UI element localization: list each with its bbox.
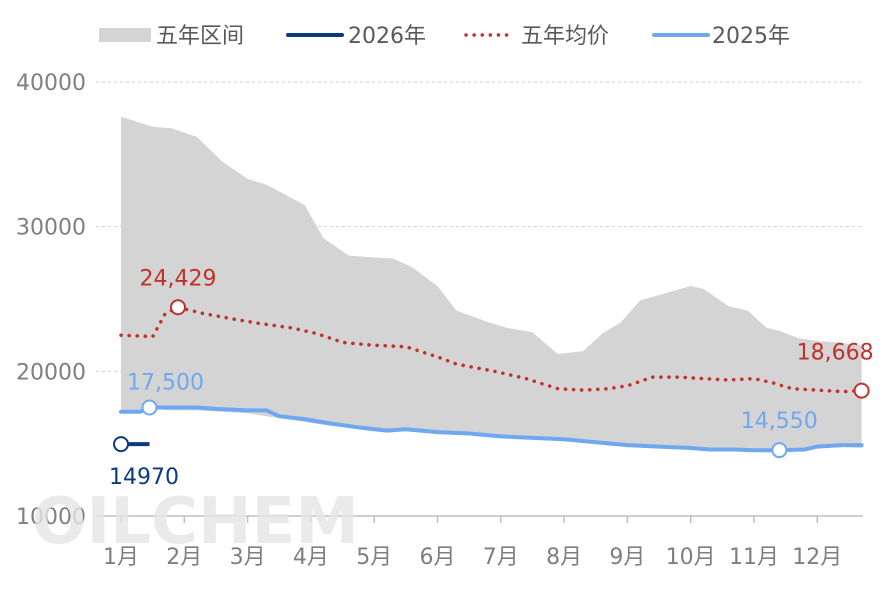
legend: 五年区间 2026年 五年均价 2025年: [99, 24, 790, 49]
x-tick-label-11: 11月: [729, 545, 779, 570]
x-tick-label-2: 2月: [166, 545, 202, 570]
data-point-1: [853, 382, 870, 399]
x-tick-label-9: 9月: [609, 545, 645, 570]
watermark: OILCHEM: [32, 485, 359, 559]
data-point-3: [771, 442, 788, 459]
data-point-0: [169, 299, 186, 316]
legend-label-2: 五年均价: [521, 24, 609, 49]
range-band: [121, 116, 862, 453]
axes: 10000 20000 30000 40000 1月 2月 3月 4月 5月 6月 7月 8月 9月 10…: [16, 71, 863, 570]
y-tick-label-40000: 40000: [16, 71, 86, 96]
data-label-2: 17,500: [127, 371, 204, 396]
data-point-4: [113, 436, 129, 453]
series-line-1: [119, 305, 864, 394]
y-tick-label-10000: 10000: [16, 505, 86, 530]
y-tick-label-20000: 20000: [16, 360, 86, 385]
x-tick-label-4: 4月: [293, 545, 329, 570]
x-tick-label-6: 6月: [420, 545, 456, 570]
data-label-3: 14,550: [741, 409, 818, 434]
data-label-4: 14970: [109, 465, 179, 490]
watermark-text: OILCHEM: [32, 485, 359, 559]
series-line-2: [119, 405, 864, 453]
x-tick-label-12: 12月: [792, 545, 842, 570]
range-band-area: [121, 116, 862, 453]
x-tick-label-3: 3月: [230, 545, 266, 570]
legend-label-3: 2025年: [712, 24, 790, 49]
data-labels: 24,429 18,668 17,500 14,550 14970: [109, 266, 874, 490]
legend-label-0: 五年区间: [156, 24, 244, 49]
data-point-2: [141, 399, 158, 416]
legend-swatch-0: [99, 28, 151, 42]
data-markers: [113, 299, 870, 459]
data-label-0: 24,429: [139, 266, 216, 291]
x-tick-label-7: 7月: [483, 545, 519, 570]
x-tick-label-1: 1月: [103, 545, 139, 570]
legend-label-1: 2026年: [348, 24, 426, 49]
x-tick-label-8: 8月: [546, 545, 582, 570]
x-tick-label-10: 10月: [666, 545, 716, 570]
y-tick-label-30000: 30000: [16, 216, 86, 241]
x-tick-label-5: 5月: [356, 545, 392, 570]
data-label-1: 18,668: [797, 341, 874, 366]
